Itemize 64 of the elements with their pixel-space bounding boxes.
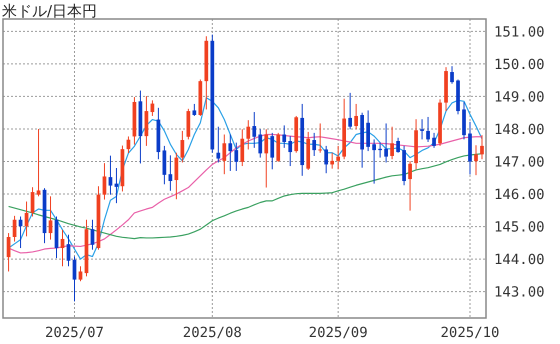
candlestick: [222, 134, 226, 175]
candlestick: [60, 229, 64, 267]
x-tick-label: 2025/07: [44, 325, 104, 341]
x-tick-label: 2025/10: [440, 325, 500, 341]
candlestick: [12, 215, 16, 242]
candlestick: [150, 100, 154, 116]
candlestick: [36, 128, 40, 197]
candlestick: [312, 132, 316, 156]
candlestick: [480, 134, 484, 160]
candlestick: [426, 116, 430, 142]
candlestick: [78, 266, 82, 282]
candlestick: [270, 132, 274, 170]
candlestick: [264, 128, 268, 188]
candlestick: [450, 66, 454, 84]
y-tick-label: 143.00: [494, 284, 545, 301]
candlestick: [24, 201, 28, 237]
y-tick-label: 151.00: [494, 24, 545, 40]
candlestick: [330, 152, 334, 170]
chart-title: 米ドル/日本円: [2, 2, 98, 20]
candlestick: [216, 126, 220, 163]
candlestick: [354, 103, 358, 130]
candlestick: [72, 256, 76, 302]
candlestick: [384, 122, 388, 163]
candlestick: [282, 124, 286, 148]
y-tick-label: 146.00: [494, 187, 545, 204]
x-tick-label: 2025/08: [182, 325, 242, 341]
candlestick: [228, 134, 232, 172]
candlestick: [108, 155, 112, 196]
y-tick-label: 144.00: [494, 252, 545, 268]
y-tick-label: 148.00: [494, 122, 545, 138]
candlestick: [174, 152, 178, 200]
candlestick: [48, 196, 52, 240]
candlestick: [114, 168, 118, 204]
candlestick: [234, 142, 238, 172]
candlestick: [258, 128, 262, 158]
candlestick: [432, 132, 436, 148]
candlestick: [390, 126, 394, 160]
candlestick: [324, 145, 328, 174]
y-tick-label: 150.00: [494, 56, 545, 73]
candlestick: [348, 92, 352, 130]
candlestick: [252, 112, 256, 148]
candlestick: [192, 103, 196, 116]
candlestick: [408, 160, 412, 212]
candlestick: [90, 219, 94, 250]
candlestick: [474, 144, 478, 176]
candlestick: [180, 130, 184, 163]
y-tick-label: 149.00: [494, 89, 545, 106]
candlestick: [6, 232, 10, 272]
candlestick: [66, 234, 70, 267]
x-tick-label: 2025/09: [308, 325, 368, 341]
candlestick: [18, 216, 22, 249]
y-tick-label: 145.00: [494, 220, 545, 236]
candlestick: [126, 136, 130, 154]
candlestick: [30, 186, 34, 217]
candlestick: [246, 120, 250, 150]
candlestick: [168, 154, 172, 192]
candlestick: [240, 128, 244, 167]
candlestick: [288, 136, 292, 167]
candlestick: [420, 118, 424, 140]
y-tick-label: 147.00: [494, 154, 545, 171]
candlestick: [396, 137, 400, 154]
candlestick: [336, 145, 340, 170]
candlestick: [102, 162, 106, 200]
candlestick: [318, 122, 322, 154]
